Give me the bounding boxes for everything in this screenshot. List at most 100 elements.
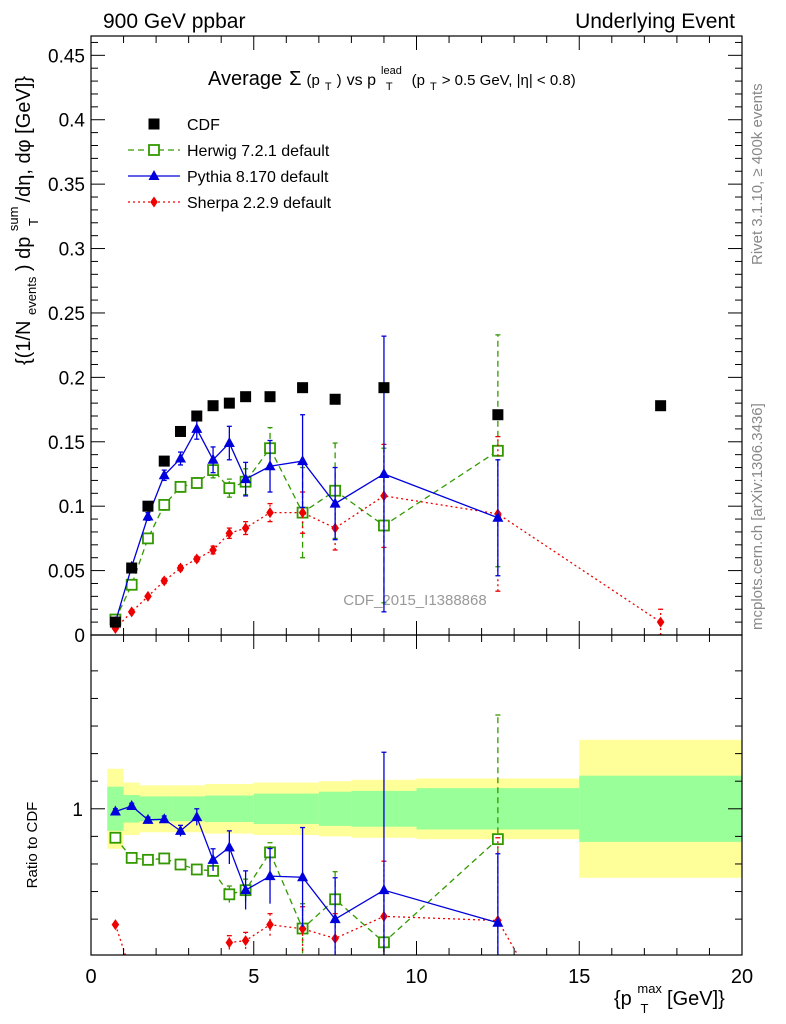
ratio-pythia-point <box>109 805 121 816</box>
x-tick-label: 20 <box>731 966 753 988</box>
x-axis-label-sup: max <box>637 981 662 996</box>
ratio-tick-label: 1 <box>72 800 83 821</box>
ratio-herwig-point <box>158 852 171 865</box>
x-axis-label-a: {p <box>614 988 632 1010</box>
ratio-herwig-point <box>109 831 122 844</box>
y-axis-label: {(1/N events ) dp sum T /dη, dφ [GeV]} <box>1 76 43 365</box>
y-tick-label: 0.25 <box>48 304 85 325</box>
plot-title-prefix: Average <box>208 68 282 90</box>
y-tick-label: 0.2 <box>59 368 85 389</box>
y-tick-label: 0.45 <box>48 46 85 67</box>
ratio-pythia-point <box>191 811 203 822</box>
ratio-pythia-point <box>329 913 341 924</box>
ratio-sherpa-point <box>225 937 234 949</box>
ratio-pythia-point <box>378 884 390 895</box>
ratio-axis-label: Ratio to CDF <box>24 802 41 889</box>
ratio-pythia-point <box>158 813 170 824</box>
legend-herwig-marker <box>148 144 160 156</box>
y-tick-label: 0.05 <box>48 562 85 583</box>
herwig-point <box>158 498 171 511</box>
ratio-pythia-point <box>175 824 187 835</box>
x-axis-label: {p max T [GeV]} <box>614 976 725 1018</box>
cdf-point <box>207 400 219 412</box>
herwig-point <box>142 532 154 545</box>
plot-title-cut: (p <box>412 72 425 89</box>
sherpa-point <box>144 590 152 602</box>
cdf-point <box>175 425 187 437</box>
ratio-series-herwig <box>109 714 504 955</box>
ratio-sherpa-point <box>298 923 307 935</box>
ratio-herwig-point <box>491 833 504 846</box>
y-axis-label-b-sub: T <box>26 218 41 226</box>
cdf-point <box>142 500 154 512</box>
x-tick-label: 0 <box>85 966 96 988</box>
y-tick-label: 0.4 <box>59 111 86 132</box>
ratio-pythia-point <box>264 870 276 881</box>
y-axis-label-a-sub: events <box>24 276 39 315</box>
plot-title-lead-sup: lead <box>381 65 402 77</box>
x-tick-label: 10 <box>405 966 427 988</box>
pythia-point <box>207 453 219 464</box>
cdf-point <box>126 562 138 574</box>
y-tick-label: 0.3 <box>59 240 85 261</box>
ratio-band-inner <box>579 775 742 842</box>
ratio-sherpa-point <box>266 919 274 931</box>
ratio-band-inner <box>253 793 319 824</box>
cdf-point <box>329 393 341 405</box>
pythia-point <box>158 469 170 480</box>
x-tick-label: 15 <box>568 966 590 988</box>
ratio-herwig-point <box>125 851 138 864</box>
ratio-herwig-point <box>190 863 203 876</box>
sherpa-point <box>298 507 307 519</box>
sherpa-point <box>241 522 250 534</box>
ratio-series-sherpa <box>111 837 519 980</box>
cdf-point <box>109 616 121 628</box>
sherpa-point <box>266 507 274 519</box>
watermark: CDF_2015_I1388868 <box>343 592 486 609</box>
legend-sherpa-label: Sherpa 2.2.9 default <box>187 195 332 212</box>
sherpa-point <box>127 606 136 618</box>
pythia-point <box>492 511 504 522</box>
pythia-point <box>240 473 252 484</box>
pythia-point <box>191 422 203 433</box>
cdf-point <box>655 400 667 412</box>
sherpa-point <box>656 616 665 628</box>
ratio-sherpa-point <box>241 935 250 947</box>
ratio-band-inner <box>318 791 352 826</box>
sherpa-point <box>209 544 217 556</box>
header-right: Underlying Event <box>575 10 735 33</box>
y-axis-label-b: ) dp <box>13 237 35 271</box>
y-tick-label: 0.1 <box>59 497 85 518</box>
ratio-sherpa-point <box>128 969 136 980</box>
cdf-point <box>158 455 170 467</box>
legend-cdf-marker <box>148 118 160 130</box>
plot-title-sigma: Σ <box>289 68 301 90</box>
herwig-point <box>223 482 236 495</box>
ratio-herwig-point <box>223 888 236 901</box>
sherpa-point <box>160 575 169 587</box>
y-axis-label-a: {(1/N <box>13 321 35 365</box>
x-tick-label: 5 <box>248 966 259 988</box>
ratio-pythia-point <box>297 871 309 882</box>
plot-title-sigma-arg: (p <box>307 72 320 89</box>
y-axis-label-c: /dη, dφ [GeV]} <box>13 76 35 203</box>
x-axis-label-sub: T <box>641 1001 649 1016</box>
pythia-point <box>223 437 235 448</box>
herwig-point <box>190 477 203 489</box>
legend-pythia-marker <box>148 170 160 180</box>
plot-title-sigma-sub: T <box>325 81 332 93</box>
pythia-point <box>175 452 187 463</box>
pythia-point <box>142 510 154 521</box>
herwig-point <box>174 480 187 493</box>
series-cdf <box>109 382 667 628</box>
cdf-point <box>264 391 276 403</box>
y-tick-label: 0.15 <box>48 433 85 454</box>
series-herwig <box>109 334 504 626</box>
series-pythia <box>109 335 504 627</box>
sherpa-point <box>192 553 201 565</box>
legend-sherpa-marker <box>150 196 158 208</box>
herwig-point <box>125 578 138 591</box>
rivet-label: Rivet 3.1.10, ≥ 400k events <box>749 83 766 265</box>
sherpa-point <box>225 527 234 539</box>
